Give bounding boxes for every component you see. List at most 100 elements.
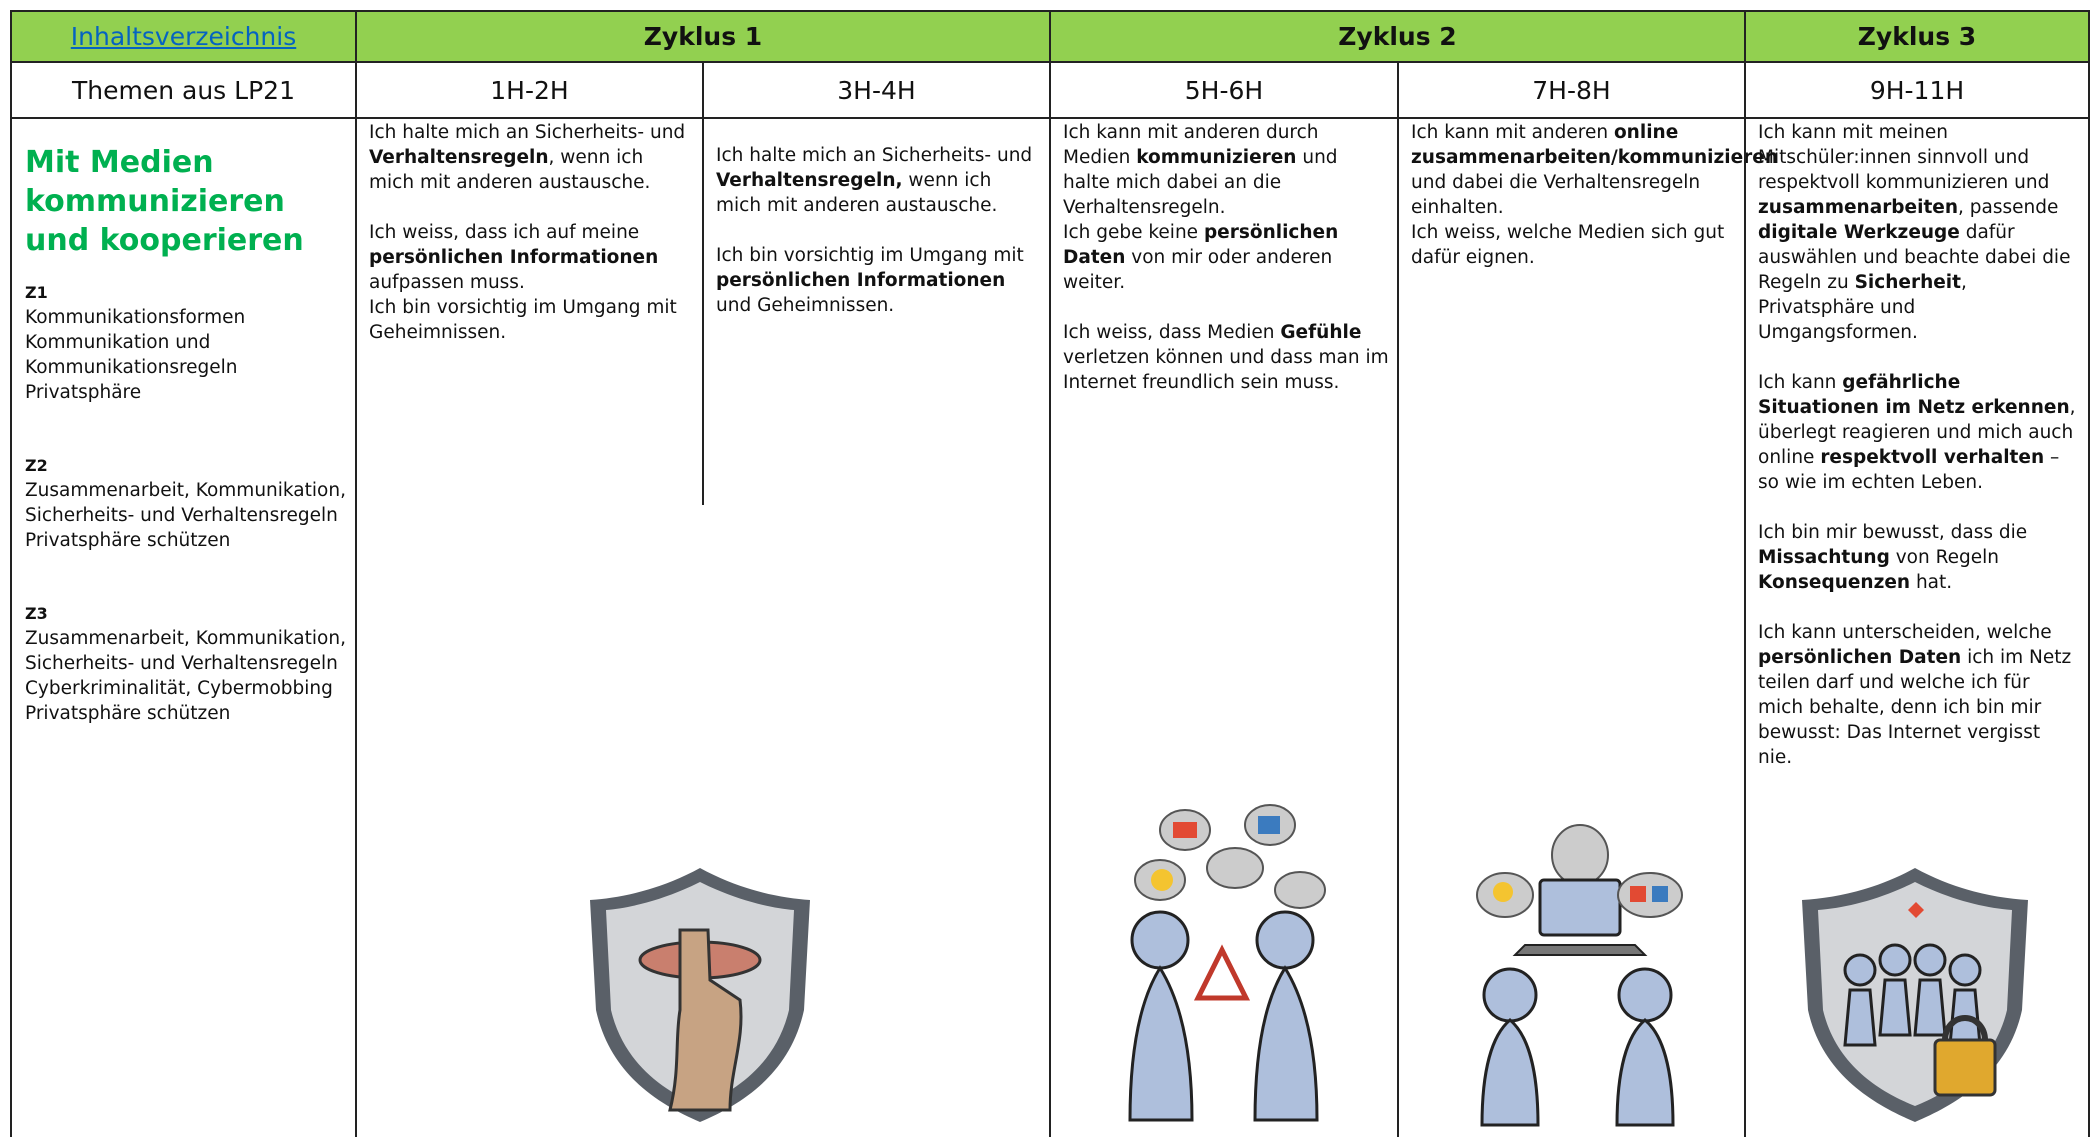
- bold-text: persönlichen Informationen: [369, 247, 659, 268]
- border-v: [1397, 61, 1399, 1137]
- content-cell: Ich kann mit anderen online zusammenarbe…: [1411, 120, 1778, 295]
- text: , wenn ich mich mit anderen austausche.: [369, 147, 651, 193]
- paragraph: Ich kann unterscheiden, welche persönlic…: [1758, 620, 2080, 770]
- topic-cell: Mit Medien kommunizieren und kooperieren…: [25, 143, 346, 774]
- text: Ich kann: [1758, 372, 1843, 393]
- group-item: Privatsphäre schützen: [25, 530, 231, 551]
- text: Ich kann mit meinen Mitschüler:innen sin…: [1758, 122, 2050, 193]
- paragraph: Ich kann mit anderen online zusammenarbe…: [1411, 120, 1778, 270]
- paragraph: Ich weiss, dass Medien Gefühle verletzen…: [1063, 320, 1389, 395]
- group-item: Cyberkriminalität, Cybermobbing: [25, 678, 333, 699]
- paragraph: Ich bin vorsichtig im Umgang mit persönl…: [716, 243, 1041, 318]
- text: Ich bin vorsichtig im Umgang mit: [716, 245, 1024, 266]
- themes-label: Themen aus LP21: [72, 75, 295, 105]
- text: von Regeln: [1889, 547, 1999, 568]
- text: , überlegt reagieren und mich auch onlin…: [1758, 397, 2076, 468]
- content-cell: Ich halte mich an Sicherheits- und Verha…: [716, 143, 1041, 343]
- bold-text: digitale Werkzeuge: [1758, 222, 1960, 243]
- group-label: Z2: [25, 456, 48, 475]
- text: – so wie im echten Leben.: [1758, 447, 2060, 493]
- text: Ich weiss, dass ich auf meine: [369, 222, 640, 243]
- text-line: Ich kann unterscheiden, welche persönlic…: [1758, 620, 2080, 770]
- paragraph: Ich kann gefährliche Situationen im Netz…: [1758, 370, 2080, 495]
- topic-title: Mit Medien kommunizieren und kooperieren: [25, 145, 304, 258]
- topic-group: Z2 Zusammenarbeit, Kommunikation, Sicherh…: [25, 453, 346, 553]
- group-item: Zusammenarbeit, Kommunikation, Sicherhei…: [25, 628, 346, 674]
- text: dafür auswählen und beachte dabei die Re…: [1758, 222, 2071, 293]
- text: , passende: [1958, 197, 2059, 218]
- border-v: [355, 10, 357, 1137]
- topic-group: Z1 Kommunikationsformen Kommunikation und …: [25, 280, 346, 405]
- group-label: Z1: [25, 283, 48, 302]
- text: Ich kann mit anderen durch Medien: [1063, 122, 1319, 168]
- group-item: Privatsphäre schützen: [25, 703, 231, 724]
- text: Ich halte mich an Sicherheits- und: [716, 145, 1033, 166]
- border-v: [1049, 10, 1051, 1137]
- toc-cell: Inhaltsverzeichnis: [11, 11, 356, 62]
- paragraph: Ich kann mit anderen durch Medien kommun…: [1063, 120, 1389, 295]
- bold-text: persönlichen Informationen: [716, 270, 1006, 291]
- bold-text: Sicherheit: [1854, 272, 1961, 293]
- text-line: Ich weiss, dass Medien Gefühle verletzen…: [1063, 320, 1389, 395]
- bold-text: persönlichen Daten: [1758, 647, 1962, 668]
- paragraph: Ich bin mir bewusst, dass die Missachtun…: [1758, 520, 2080, 595]
- border-v: [10, 10, 12, 1137]
- laptop-illustration: [1476, 824, 1683, 1127]
- grade: 5H-6H: [1184, 75, 1264, 105]
- paragraph: Ich halte mich an Sicherheits- und Verha…: [716, 143, 1041, 218]
- text-line: Ich weiss, welche Medien sich gut dafür …: [1411, 220, 1736, 270]
- text-line: Ich bin vorsichtig im Umgang mit Geheimn…: [369, 295, 694, 345]
- border-v: [702, 61, 704, 505]
- cycle: Zyklus 2: [1338, 22, 1457, 51]
- group-item: Kommunikationsformen: [25, 307, 246, 328]
- text: wenn ich mich mit anderen austausche.: [716, 170, 998, 216]
- text-line: Ich kann mit meinen Mitschüler:innen sin…: [1758, 120, 2080, 345]
- text: Ich weiss, dass Medien: [1063, 322, 1281, 343]
- bold-text: Gefühle: [1280, 322, 1362, 343]
- text: Ich kann unterscheiden, welche: [1758, 622, 2052, 643]
- text-line: Ich halte mich an Sicherheits- und Verha…: [716, 143, 1041, 218]
- text: Ich halte mich an Sicherheits- und: [369, 122, 686, 143]
- bold-text: Missachtung: [1758, 547, 1890, 568]
- bold-text: kommunizieren: [1136, 147, 1297, 168]
- text: Ich bin vorsichtig im Umgang mit Geheimn…: [369, 297, 677, 343]
- cycle: Zyklus 1: [643, 22, 763, 51]
- bold-text: online zusammenarbeiten/kommunizieren: [1411, 122, 1779, 168]
- text: verletzen können und dass man im Interne…: [1063, 347, 1389, 393]
- group-shield-illustration: [1802, 868, 2028, 1122]
- grade: 7H-8H: [1532, 75, 1611, 105]
- text: , Privatsphäre und Umgangsformen.: [1758, 272, 1967, 343]
- border-v: [1744, 10, 1746, 1137]
- toc-link[interactable]: Inhaltsverzeichnis: [70, 22, 297, 51]
- text: Ich bin mir bewusst, dass die: [1758, 522, 2028, 543]
- content-cell: Ich kann mit meinen Mitschüler:innen sin…: [1758, 120, 2080, 795]
- bold-text: Verhaltensregeln,: [716, 170, 903, 191]
- text-line: Ich halte mich an Sicherheits- und Verha…: [369, 120, 694, 195]
- group-label: Z3: [25, 604, 48, 623]
- paragraph: Ich kann mit meinen Mitschüler:innen sin…: [1758, 120, 2080, 345]
- text: von mir oder anderen weiter.: [1063, 247, 1333, 293]
- text: Ich weiss, welche Medien sich gut dafür …: [1411, 222, 1725, 268]
- text: hat.: [1910, 572, 1953, 593]
- text-line: Ich kann mit anderen online zusammenarbe…: [1411, 120, 1778, 220]
- text: und Geheimnissen.: [716, 295, 895, 316]
- grade: 1H-2H: [490, 75, 569, 105]
- text: ich im Netz teilen darf und welche ich f…: [1758, 647, 2072, 768]
- group-item: Kommunikation und Kommunikationsregeln: [25, 332, 238, 378]
- text: Ich gebe keine: [1063, 222, 1204, 243]
- content-cell: Ich kann mit anderen durch Medien kommun…: [1063, 120, 1389, 420]
- bold-text: persönlichen Daten: [1063, 222, 1339, 268]
- group-item: Privatsphäre: [25, 382, 142, 403]
- chat-people-illustration: [1128, 804, 1326, 1122]
- shield-illustration: [590, 868, 810, 1122]
- topic-group: Z3 Zusammenarbeit, Kommunikation, Sicherh…: [25, 601, 346, 726]
- text: und dabei die Verhaltensregeln einhalten…: [1411, 172, 1701, 218]
- text-line: Ich bin vorsichtig im Umgang mit persönl…: [716, 243, 1041, 318]
- bold-text: Konsequenzen: [1758, 572, 1911, 593]
- paragraph: Ich halte mich an Sicherheits- und Verha…: [369, 120, 694, 195]
- grade: 3H-4H: [837, 75, 916, 105]
- content-cell: Ich halte mich an Sicherheits- und Verha…: [369, 120, 694, 370]
- group-item: Zusammenarbeit, Kommunikation, Sicherhei…: [25, 480, 346, 526]
- text: und halte mich dabei an die Verhaltensre…: [1063, 147, 1338, 218]
